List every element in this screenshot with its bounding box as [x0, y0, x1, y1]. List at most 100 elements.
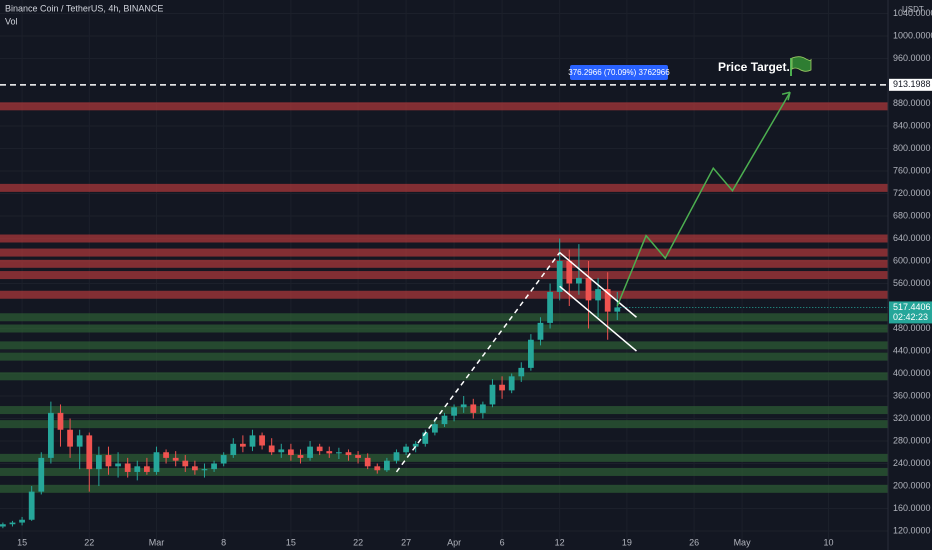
support-zone	[0, 484, 888, 493]
candle-body	[268, 445, 275, 453]
candle-body	[460, 404, 467, 408]
y-tick-label: 400.0000	[893, 368, 931, 378]
candle-body	[345, 452, 352, 456]
candle-body	[249, 435, 256, 447]
flag-icon	[790, 56, 812, 76]
candle-body	[96, 455, 102, 470]
y-tick-label: 200.0000	[893, 480, 931, 490]
candle-body	[0, 524, 6, 527]
candle-body	[316, 446, 323, 452]
x-tick-label: 6	[500, 537, 505, 547]
resistance-zone	[0, 102, 888, 111]
candle-body	[86, 435, 93, 470]
candle-body	[470, 404, 477, 413]
channel-lower	[559, 285, 637, 352]
y-tick-label: 680.0000	[893, 210, 931, 220]
candle-body	[326, 451, 333, 454]
candle-body	[76, 435, 83, 447]
x-tick-label: May	[734, 537, 752, 547]
candle-body	[172, 457, 179, 461]
support-zone	[0, 372, 888, 381]
projection-path	[616, 91, 791, 307]
candle-body	[384, 460, 390, 471]
candle-body	[19, 519, 25, 523]
candle-body	[307, 446, 313, 458]
candle-body	[105, 455, 112, 467]
candle-body	[374, 466, 381, 471]
candle-body	[48, 412, 54, 458]
y-tick-label: 1040.0000	[893, 8, 932, 18]
candle-body	[163, 452, 169, 458]
candle-body	[422, 432, 429, 444]
x-tick-label: Mar	[149, 537, 165, 547]
y-tick-label: 800.0000	[893, 143, 931, 153]
candle-body	[604, 289, 611, 312]
resistance-zone	[0, 248, 888, 257]
x-tick-label: 12	[555, 537, 565, 547]
candle-body	[480, 404, 486, 413]
candle-body	[230, 443, 237, 456]
candle-body	[518, 367, 525, 377]
y-tick-label: 880.0000	[893, 98, 931, 108]
support-zone	[0, 453, 888, 462]
resistance-zone	[0, 290, 888, 299]
x-tick-label: 26	[689, 537, 699, 547]
x-tick-label: 22	[84, 537, 94, 547]
y-tick-label: 1000.0000	[893, 30, 932, 40]
y-tick-label: 320.0000	[893, 413, 931, 423]
y-tick-label: 720.0000	[893, 188, 931, 198]
measure-box	[570, 65, 668, 80]
x-tick-label: 19	[622, 537, 632, 547]
x-tick-label: 15	[17, 537, 27, 547]
candle-body	[403, 446, 409, 453]
x-tick-label: 22	[353, 537, 363, 547]
y-tick-label: 760.0000	[893, 165, 931, 175]
y-tick-label: 440.0000	[893, 345, 931, 355]
candle-body	[412, 443, 419, 447]
projection-arrow	[781, 91, 791, 101]
y-tick-label: 480.0000	[893, 323, 931, 333]
countdown-label: 02:42:23	[893, 312, 928, 322]
impulse-line	[395, 252, 561, 473]
x-tick-label: 15	[286, 537, 296, 547]
candle-body	[153, 452, 160, 472]
y-tick-label: 960.0000	[893, 53, 931, 63]
x-tick-label: 27	[401, 537, 411, 547]
candle-body	[451, 407, 457, 416]
candle-body	[355, 455, 361, 458]
target-price-label: 913.1988	[893, 79, 931, 89]
candle-body	[211, 463, 217, 470]
x-tick-label: 10	[823, 537, 833, 547]
target-text: Price Target.	[718, 60, 790, 74]
measure-label: 376.2966 (70.09%) 3762966	[568, 68, 670, 77]
candle-body	[489, 384, 496, 405]
resistance-zone	[0, 234, 888, 243]
candle-body	[576, 277, 582, 284]
candle-body	[364, 457, 371, 467]
candle-body	[144, 466, 150, 472]
candle-body	[9, 522, 16, 525]
candle-body	[556, 261, 563, 292]
y-tick-label: 120.0000	[893, 525, 931, 535]
y-tick-label: 600.0000	[893, 255, 931, 265]
candle-body	[28, 491, 35, 520]
candle-body	[288, 449, 294, 456]
candle-body	[240, 443, 246, 447]
candle-body	[201, 469, 208, 471]
candle-body	[192, 466, 198, 471]
candle-body	[124, 463, 131, 472]
candle-body	[614, 307, 621, 312]
support-zone	[0, 341, 888, 350]
support-zone	[0, 324, 888, 333]
y-tick-label: 240.0000	[893, 458, 931, 468]
candle-body	[336, 452, 342, 454]
channel-upper	[559, 251, 637, 318]
currency-label: USDT	[902, 5, 924, 14]
candle-body	[134, 466, 141, 472]
candle-body	[508, 376, 515, 391]
candle-body	[547, 291, 553, 323]
candle-body	[220, 455, 227, 464]
support-zone	[0, 352, 888, 361]
y-tick-label: 160.0000	[893, 503, 931, 513]
